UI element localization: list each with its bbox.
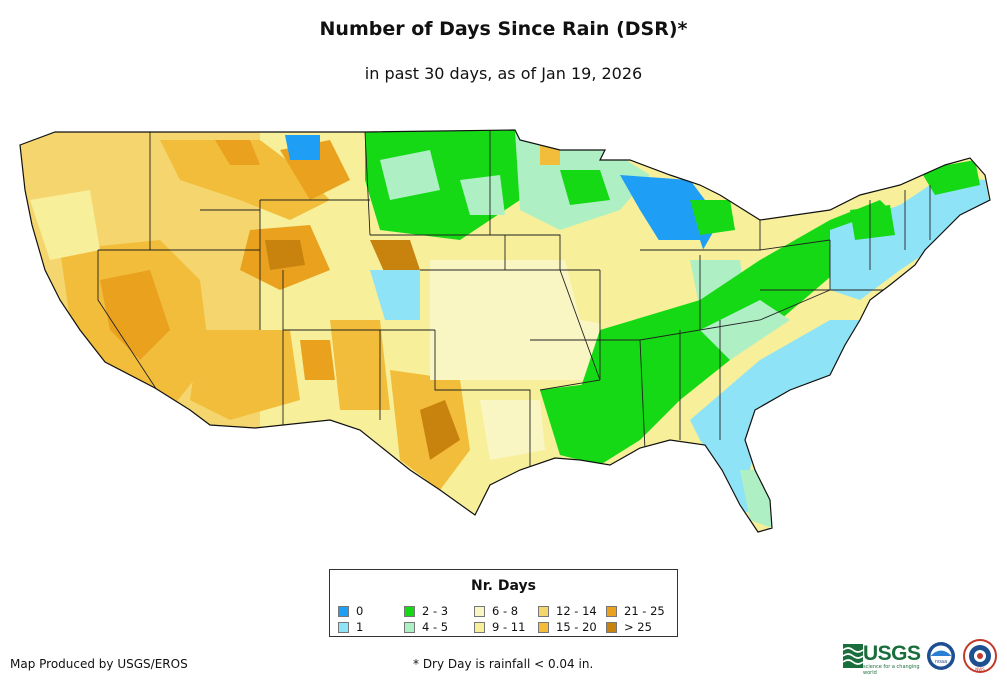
legend-label: 9 - 11 bbox=[492, 620, 526, 634]
legend-swatch bbox=[538, 621, 549, 633]
legend-item-1: 1 bbox=[338, 620, 363, 634]
nws-logo-icon: NWS bbox=[963, 639, 997, 673]
usgs-logo: USGS science for a changing world bbox=[843, 642, 923, 676]
legend-item-9: > 25 bbox=[606, 620, 652, 634]
usgs-wave-icon bbox=[843, 644, 863, 668]
legend-label: 1 bbox=[356, 620, 364, 634]
legend-label: 21 - 25 bbox=[624, 604, 665, 618]
legend-title: Nr. Days bbox=[471, 578, 536, 594]
legend-item-0: 0 bbox=[338, 604, 363, 618]
legend-item-4: 6 - 8 bbox=[474, 604, 518, 618]
legend-label: 0 bbox=[356, 604, 364, 618]
legend-item-2: 2 - 3 bbox=[404, 604, 448, 618]
legend-item-5: 9 - 11 bbox=[474, 620, 525, 634]
legend-swatch bbox=[404, 621, 415, 633]
legend-item-7: 15 - 20 bbox=[538, 620, 597, 634]
legend-label: 6 - 8 bbox=[492, 604, 519, 618]
nws-label: NWS bbox=[975, 667, 985, 672]
legend-item-8: 21 - 25 bbox=[606, 604, 665, 618]
legend-label: > 25 bbox=[624, 620, 652, 634]
dry-day-footnote: * Dry Day is rainfall < 0.04 in. bbox=[413, 657, 594, 671]
legend-swatch bbox=[606, 621, 617, 633]
legend-item-6: 12 - 14 bbox=[538, 604, 597, 618]
legend-item-3: 4 - 5 bbox=[404, 620, 448, 634]
map-fill bbox=[20, 130, 990, 532]
legend-label: 12 - 14 bbox=[556, 604, 597, 618]
usgs-wordmark: USGS bbox=[863, 642, 921, 665]
legend-swatch bbox=[606, 605, 617, 617]
legend-swatch bbox=[338, 621, 349, 633]
legend-swatch bbox=[404, 605, 415, 617]
state-borders bbox=[97, 130, 931, 470]
legend-swatch bbox=[538, 605, 549, 617]
noaa-label: noaa bbox=[935, 659, 947, 665]
legend: Nr. Days 0 1 2 - 3 4 - 5 6 - 8 9 - 11 12… bbox=[329, 569, 678, 637]
legend-label: 2 - 3 bbox=[422, 604, 449, 618]
legend-swatch bbox=[474, 605, 485, 617]
map-subtitle: in past 30 days, as of Jan 19, 2026 bbox=[364, 64, 643, 83]
usgs-tagline: science for a changing world bbox=[863, 664, 920, 676]
legend-swatch bbox=[338, 605, 349, 617]
map-title: Number of Days Since Rain (DSR)* bbox=[319, 18, 688, 40]
noaa-logo-icon: noaa bbox=[927, 642, 955, 670]
legend-swatch bbox=[474, 621, 485, 633]
us-outline bbox=[19, 129, 991, 533]
map-credit: Map Produced by USGS/EROS bbox=[10, 657, 188, 671]
legend-label: 4 - 5 bbox=[422, 620, 449, 634]
legend-label: 15 - 20 bbox=[556, 620, 597, 634]
